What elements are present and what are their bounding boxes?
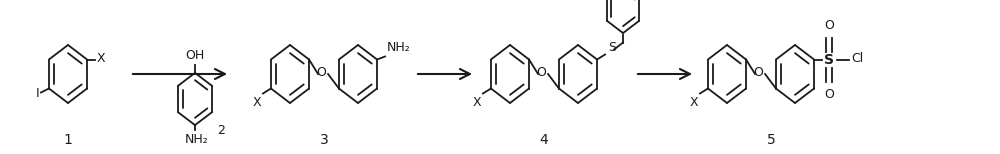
Text: 3: 3 [320, 133, 328, 147]
Text: 5: 5 [767, 133, 775, 147]
Text: O: O [753, 65, 763, 79]
Text: 2: 2 [217, 124, 225, 137]
Text: S: S [824, 53, 834, 67]
Text: S: S [608, 41, 616, 53]
Text: O: O [536, 65, 546, 79]
Text: X: X [689, 95, 698, 109]
Text: 1: 1 [64, 133, 72, 147]
Text: 4: 4 [540, 133, 548, 147]
Text: Cl: Cl [851, 52, 863, 65]
Text: NH₂: NH₂ [387, 41, 411, 53]
Text: O: O [824, 87, 834, 101]
Text: I: I [35, 87, 39, 100]
Text: NH₂: NH₂ [185, 133, 209, 146]
Text: X: X [252, 95, 261, 109]
Text: O: O [316, 65, 326, 79]
Text: X: X [97, 52, 106, 65]
Text: O: O [824, 18, 834, 32]
Text: OH: OH [185, 49, 205, 62]
Text: X: X [472, 95, 481, 109]
